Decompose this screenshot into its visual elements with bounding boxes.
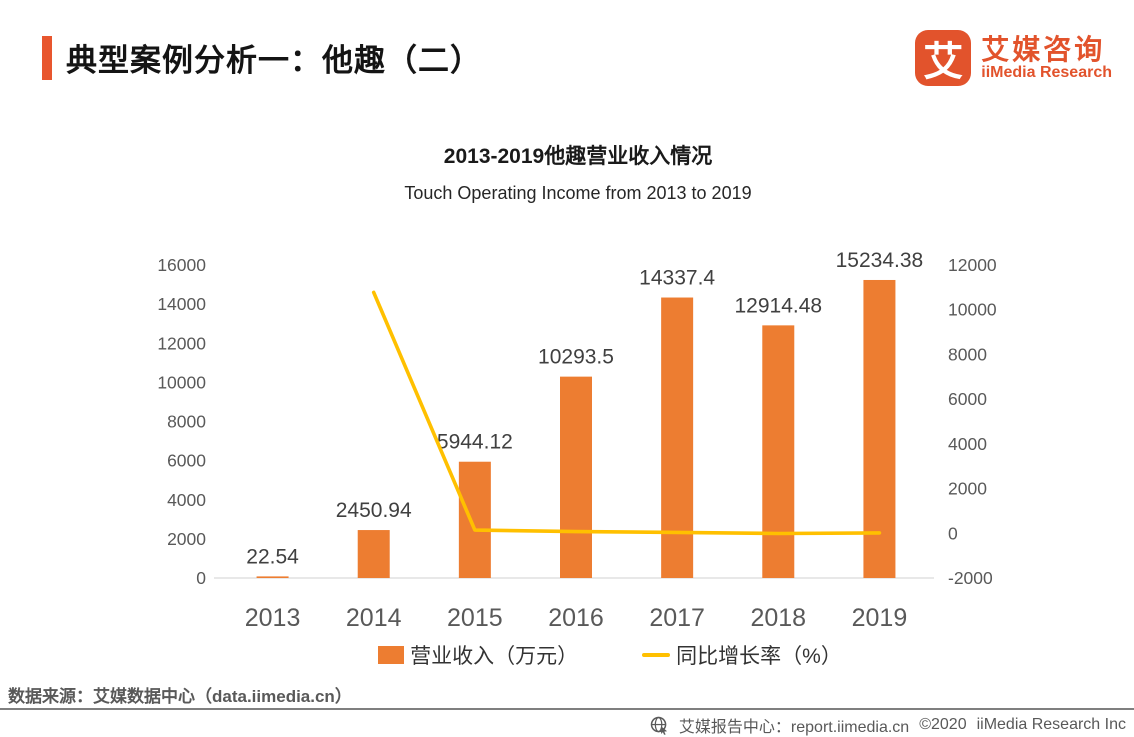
bar-2014 bbox=[357, 530, 390, 578]
iimedia-logo-icon: 艾 bbox=[915, 30, 972, 86]
left-axis-tick-label: 8000 bbox=[167, 412, 206, 432]
x-axis-label: 2015 bbox=[447, 604, 503, 632]
logo-text: 艾媒咨询 iiMedia Research bbox=[981, 33, 1112, 82]
right-axis-tick-label: 2000 bbox=[948, 479, 987, 499]
left-axis-tick-label: 6000 bbox=[167, 451, 206, 471]
bar-2016 bbox=[560, 376, 592, 578]
bar-value-label: 12914.48 bbox=[734, 294, 822, 317]
left-axis-tick-label: 16000 bbox=[157, 255, 206, 275]
left-axis-tick-label: 14000 bbox=[157, 294, 206, 314]
bar-2017 bbox=[661, 297, 694, 578]
right-axis-tick-label: 8000 bbox=[948, 344, 987, 364]
footer-bar: 艾媒报告中心：report.iimedia.cn ©2020 iiMedia R… bbox=[650, 713, 1126, 737]
title-accent-bar bbox=[42, 36, 52, 80]
footer-divider bbox=[0, 708, 1134, 710]
chart-block: 2013-2019他趣营业收入情况 Touch Operating Income… bbox=[148, 140, 1008, 668]
bar-value-label: 5944.12 bbox=[437, 431, 513, 454]
legend-label-revenue: 营业收入（万元） bbox=[410, 645, 579, 668]
globe-icon bbox=[650, 716, 669, 735]
copyright-text: ©2020 bbox=[919, 716, 967, 733]
x-axis-label: 2013 bbox=[245, 604, 301, 632]
legend-item-growth: 同比增长率（%） bbox=[642, 640, 842, 670]
line-series-swatch bbox=[642, 653, 671, 657]
left-axis-tick-label: 0 bbox=[196, 568, 206, 588]
iimedia-logo: 艾 艾媒咨询 iiMedia Research bbox=[915, 30, 1112, 86]
bar-2015 bbox=[458, 461, 491, 578]
chart-legend: 营业收入（万元） 同比增长率（%） bbox=[180, 640, 1040, 670]
x-axis-label: 2014 bbox=[346, 604, 402, 632]
left-axis-tick-label: 10000 bbox=[157, 372, 206, 392]
legend-item-revenue: 营业收入（万元） bbox=[378, 640, 578, 670]
growth-rate-line bbox=[371, 290, 882, 536]
bar-series-swatch bbox=[378, 646, 405, 664]
x-axis-label: 2018 bbox=[750, 604, 806, 632]
left-axis-tick-label: 12000 bbox=[157, 333, 206, 353]
left-axis-tick-label: 4000 bbox=[167, 490, 206, 510]
company-text: iiMedia Research Inc bbox=[976, 716, 1126, 733]
bar-value-label: 10293.5 bbox=[538, 346, 614, 369]
bar-line-chart: 0 2000 4000 6000 8000 10000 12000 14000 16000 -20… bbox=[148, 248, 1008, 638]
chart-title: 2013-2019他趣营业收入情况 bbox=[443, 145, 713, 168]
right-axis-tick-label: -2000 bbox=[948, 568, 993, 588]
right-axis-tick-label: 0 bbox=[948, 523, 958, 543]
x-axis-label: 2019 bbox=[852, 604, 908, 632]
bar-value-label: 2450.94 bbox=[336, 499, 412, 522]
left-axis-tick-label: 2000 bbox=[167, 529, 206, 549]
bar-2019 bbox=[863, 279, 896, 578]
bar-value-label: 22.54 bbox=[246, 545, 299, 568]
right-axis-tick-label: 4000 bbox=[948, 434, 987, 454]
page-title: 典型案例分析一：他趣（二） bbox=[66, 43, 482, 78]
bar-value-label: 14337.4 bbox=[639, 267, 715, 290]
bar-2013 bbox=[256, 576, 289, 578]
legend-label-growth: 同比增长率（%） bbox=[676, 645, 842, 668]
data-source-note: 数据来源：艾媒数据中心（data.iimedia.cn） bbox=[8, 687, 352, 706]
x-axis-label: 2017 bbox=[649, 604, 705, 632]
chart-subtitle: Touch Operating Income from 2013 to 2019 bbox=[404, 183, 752, 203]
right-axis-tick-label: 12000 bbox=[948, 255, 997, 275]
chart-svg: 0 2000 4000 6000 8000 10000 12000 14000 16000 -20… bbox=[157, 249, 997, 632]
report-center-text: 艾媒报告中心：report.iimedia.cn bbox=[678, 719, 910, 736]
bar-value-label: 15234.38 bbox=[836, 249, 924, 272]
x-axis-label: 2016 bbox=[548, 604, 604, 632]
right-axis-tick-label: 6000 bbox=[948, 389, 987, 409]
right-axis-tick-label: 10000 bbox=[948, 300, 997, 320]
bar-2018 bbox=[762, 325, 795, 578]
logo-name-cn: 艾媒咨询 bbox=[981, 33, 1106, 65]
logo-name-en: iiMedia Research bbox=[981, 63, 1112, 81]
